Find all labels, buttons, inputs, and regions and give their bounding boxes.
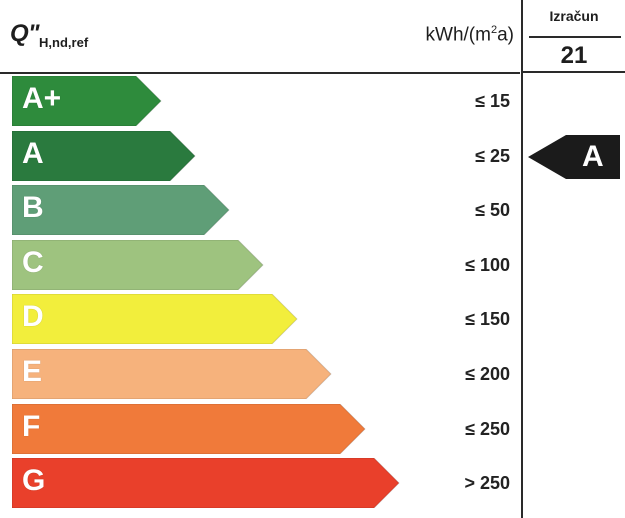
energy-class-letter: A (22, 136, 44, 170)
unit-label: kWh/(m2a) (426, 24, 514, 46)
energy-class-row: E ≤ 200 (0, 349, 520, 401)
energy-class-arrow-shape (12, 458, 400, 509)
energy-class-arrow-shape (12, 403, 366, 454)
energy-class-arrow-shape (12, 185, 230, 236)
energy-class-arrow: F (12, 403, 366, 456)
energy-class-limit: ≤ 250 (465, 418, 510, 439)
energy-class-letter: D (22, 300, 44, 334)
energy-class-row: A+ ≤ 15 (0, 76, 520, 128)
energy-class-arrow: A+ (12, 76, 162, 128)
indicator-symbol: Q" (10, 20, 40, 47)
calculation-box: Izračun 21 (523, 0, 625, 72)
energy-class-row: D ≤ 150 (0, 294, 520, 346)
current-class-indicator: A (528, 134, 620, 179)
energy-class-row: B ≤ 50 (0, 185, 520, 237)
label-header: Q"H,nd,ref kWh/(m2a) (0, 0, 520, 74)
energy-class-row: A ≤ 25 (0, 130, 520, 183)
column-divider (521, 0, 523, 518)
energy-class-row: G > 250 (0, 458, 520, 510)
energy-class-limit: ≤ 150 (465, 309, 510, 330)
energy-class-arrow: B (12, 185, 230, 237)
energy-class-row: C ≤ 100 (0, 239, 520, 292)
energy-class-arrow-shape (12, 294, 298, 345)
energy-class-limit: > 250 (464, 473, 510, 494)
energy-class-letter: A+ (22, 82, 62, 115)
energy-class-letter: C (22, 245, 44, 279)
energy-class-letter: F (22, 409, 41, 443)
energy-class-arrow-shape (12, 349, 332, 399)
energy-class-limit: ≤ 25 (475, 145, 510, 166)
energy-class-arrow: A (12, 130, 196, 183)
indicator-title: Q"H,nd,ref (10, 20, 88, 50)
energy-class-letter: B (22, 191, 44, 225)
energy-class-arrow-shape (12, 76, 162, 126)
energy-class-row: F ≤ 250 (0, 403, 520, 456)
energy-class-arrow: E (12, 349, 332, 401)
energy-class-limit: ≤ 50 (475, 200, 510, 221)
current-class-letter: A (582, 139, 604, 173)
calculation-separator (529, 36, 621, 38)
unit-prefix: kWh/(m (425, 24, 491, 46)
energy-class-arrow-shape (12, 130, 196, 181)
energy-class-letter: G (22, 464, 46, 498)
indicator-subscript: H,nd,ref (39, 35, 89, 50)
current-class-arrow (528, 134, 620, 179)
energy-class-arrow-shape (12, 239, 264, 290)
energy-class-limit: ≤ 100 (465, 254, 510, 275)
energy-class-arrow: G (12, 458, 400, 510)
energy-class-arrow: D (12, 294, 298, 346)
unit-suffix: a) (497, 24, 514, 46)
energy-class-limit: ≤ 15 (475, 91, 510, 111)
energy-class-letter: E (22, 355, 43, 388)
calculation-title: Izračun (549, 8, 599, 24)
calculation-box-bottom-border (523, 71, 625, 73)
calculation-value: 21 (560, 42, 588, 69)
energy-class-limit: ≤ 200 (465, 364, 510, 384)
energy-class-arrow: C (12, 239, 264, 292)
unit-superscript: 2 (490, 24, 498, 36)
